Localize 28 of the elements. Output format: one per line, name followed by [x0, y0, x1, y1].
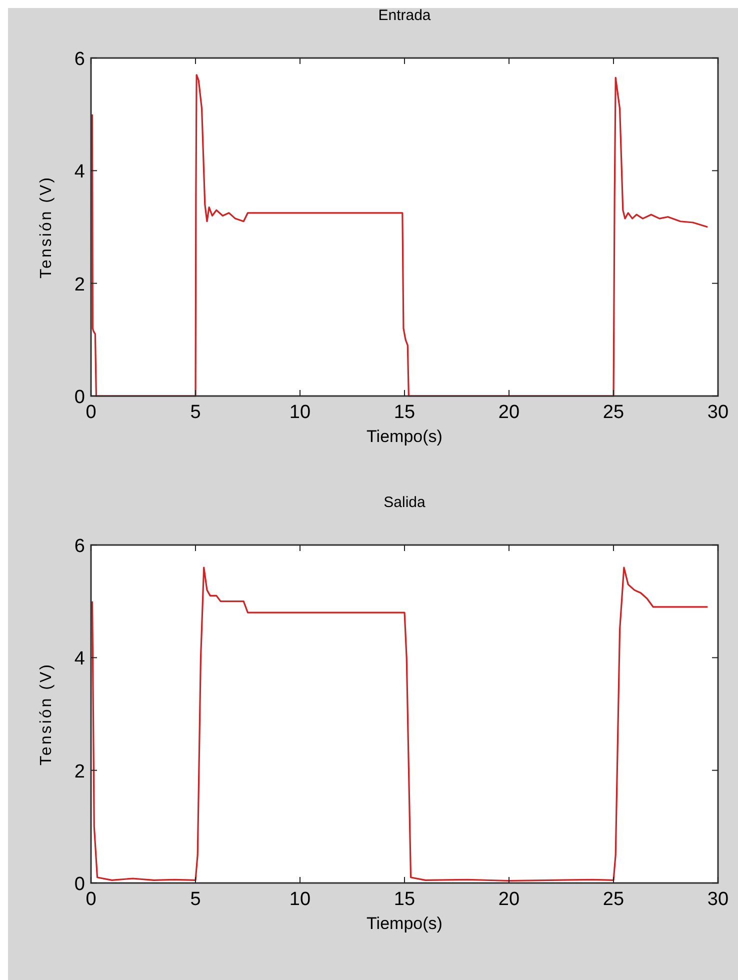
x-tick-label: 10 — [289, 402, 311, 423]
line-series — [91, 566, 708, 882]
x-tick-label: 20 — [498, 402, 520, 423]
y-tick-label: 2 — [74, 761, 85, 782]
y-tick-label: 0 — [74, 874, 85, 895]
x-tick-label: 5 — [190, 402, 201, 423]
y-tick-label: 0 — [74, 387, 85, 408]
x-tick-label: 15 — [394, 889, 416, 910]
x-axis-title: Tiempo(s) — [366, 427, 442, 446]
x-tick-label: 30 — [707, 889, 729, 910]
line-series — [91, 74, 708, 397]
x-tick-label: 10 — [289, 889, 311, 910]
x-tick-label: 15 — [394, 402, 416, 423]
x-axis-title: Tiempo(s) — [366, 914, 442, 933]
x-tick-label: 25 — [602, 889, 624, 910]
y-tick-label: 6 — [74, 536, 85, 557]
chart-title: Salida — [384, 494, 426, 511]
y-axis-title: Tensión (V) — [38, 662, 55, 766]
y-axis-title: Tensión (V) — [38, 176, 55, 278]
x-tick-label: 25 — [602, 402, 624, 423]
chart-title: Entrada — [378, 7, 432, 24]
x-tick-label: 30 — [707, 402, 729, 423]
y-tick-label: 6 — [74, 49, 85, 70]
y-tick-label: 2 — [74, 274, 85, 296]
y-tick-label: 4 — [74, 162, 86, 183]
x-tick-label: 20 — [498, 889, 520, 910]
y-tick-label: 4 — [74, 648, 86, 670]
x-tick-label: 5 — [190, 889, 201, 910]
